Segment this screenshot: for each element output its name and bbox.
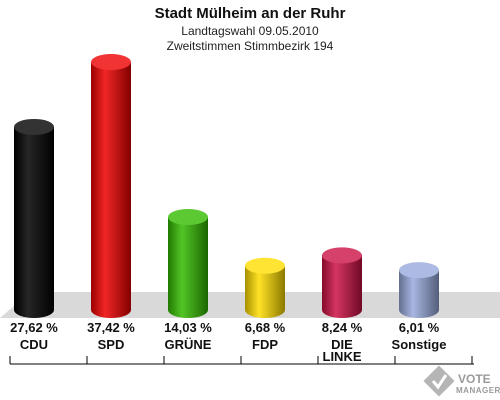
vote-manager-logo: VOTE MANAGER (423, 365, 500, 397)
value-label: 8,24 % (322, 320, 363, 335)
logo-vote-text: VOTE (458, 372, 491, 386)
value-labels-group: 27,62 % 37,42 % 14,03 % 6,68 % 8,24 % 6,01 % (10, 320, 440, 335)
bar-top (168, 209, 208, 226)
chart-subtitle-district: Zweitstimmen Stimmbezirk 194 (167, 39, 334, 53)
value-label: 6,01 % (399, 320, 440, 335)
value-label: 37,42 % (87, 320, 135, 335)
bar-cdu (14, 118, 54, 319)
chart-title: Stadt Mülheim an der Ruhr (155, 5, 346, 22)
value-label: 27,62 % (10, 320, 58, 335)
category-label: SPD (98, 337, 125, 352)
bar-fdp (245, 257, 285, 318)
bar-die-linke (322, 247, 362, 318)
bar-sonstige (399, 262, 439, 318)
bar-top (245, 257, 285, 274)
bar-body (245, 265, 285, 318)
category-ticks-group (9, 356, 473, 364)
value-label: 14,03 % (164, 320, 212, 335)
category-label: Sonstige (392, 337, 447, 352)
bar-body (399, 270, 439, 318)
category-labels-group: CDU SPD GRÜNE FDP DIE LINKE Sonstige (20, 337, 447, 364)
bar-top (399, 262, 439, 279)
bar-body (91, 62, 131, 318)
bar-top (91, 54, 131, 70)
category-label: DIE LINKE (323, 337, 362, 364)
category-label: GRÜNE (165, 337, 212, 352)
chart-subtitle-election: Landtagswahl 09.05.2010 (181, 24, 319, 38)
logo-check-icon (423, 365, 455, 397)
category-label: FDP (252, 337, 278, 352)
bar-top (14, 118, 54, 135)
category-label: CDU (20, 337, 48, 352)
value-label: 6,68 % (245, 320, 286, 335)
bar-top (322, 247, 362, 264)
bars-group (14, 54, 439, 319)
bar-body (14, 126, 54, 319)
bar-spd (91, 54, 131, 318)
bar-grüne (168, 209, 208, 318)
bar-body (322, 255, 362, 318)
bar-body (168, 217, 208, 318)
logo-manager-text: MANAGER (456, 386, 500, 395)
